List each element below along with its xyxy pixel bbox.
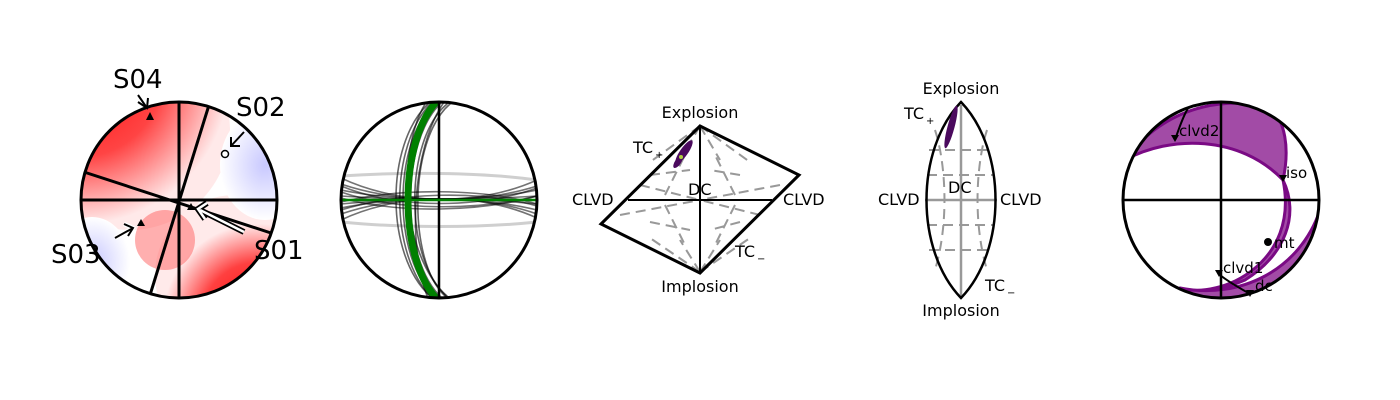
panel2-ensemble bbox=[339, 100, 539, 300]
panel4-lune-plot: Explosion Implosion CLVD CLVD DC TC + TC − bbox=[878, 79, 1042, 320]
marker-mt bbox=[1264, 238, 1272, 246]
station-marker-s04 bbox=[146, 112, 154, 120]
panel3-hudson-plot: Explosion Implosion CLVD CLVD DC TC + TC − bbox=[572, 103, 825, 296]
p3-label-explosion: Explosion bbox=[662, 103, 739, 122]
p4-label-clvd-right: CLVD bbox=[1000, 190, 1042, 209]
p4-label-explosion: Explosion bbox=[923, 79, 1000, 98]
panel5-projection: clvd2 iso mt clvd1 dc bbox=[1121, 100, 1321, 300]
panel1-outline bbox=[79, 100, 279, 300]
arrow-s03-core bbox=[114, 223, 135, 239]
arrow-s04 bbox=[137, 94, 149, 110]
station-label-s03: S03 bbox=[51, 240, 101, 270]
panel2-outline bbox=[339, 100, 539, 300]
panel4-samples bbox=[944, 105, 958, 149]
p5-label-clvd1: clvd1 bbox=[1223, 259, 1263, 277]
p3-label-tcminus: TC − bbox=[734, 242, 765, 265]
station-marker-s03 bbox=[137, 219, 145, 226]
p3-label-clvd-right: CLVD bbox=[783, 190, 825, 209]
p4-label-implosion: Implosion bbox=[922, 301, 999, 320]
station-marker-s01 bbox=[187, 203, 195, 210]
marker-clvd1 bbox=[1215, 270, 1223, 277]
p5-label-clvd2: clvd2 bbox=[1179, 122, 1219, 140]
station-label-s01: S01 bbox=[254, 236, 304, 266]
p5-label-dc: dc bbox=[1255, 277, 1273, 295]
p3-label-tcplus: TC + bbox=[632, 138, 663, 161]
p4-label-tcplus: TC + bbox=[903, 104, 934, 127]
panel5-outline bbox=[1121, 100, 1321, 300]
p5-label-mt: mt bbox=[1274, 234, 1295, 252]
marker-dc bbox=[1246, 290, 1254, 297]
station-label-s04: S04 bbox=[113, 65, 163, 95]
p4-label-clvd-left: CLVD bbox=[878, 190, 920, 209]
p5-label-iso: iso bbox=[1286, 164, 1307, 182]
p3-label-implosion: Implosion bbox=[661, 277, 738, 296]
station-marker-s02 bbox=[220, 149, 230, 159]
panel3-samples bbox=[673, 140, 693, 168]
marker-clvd2 bbox=[1171, 135, 1179, 142]
arrow-s02 bbox=[230, 131, 245, 147]
arrow-s01-core bbox=[196, 201, 245, 234]
marker-iso bbox=[1279, 175, 1287, 182]
p4-label-tcminus: TC − bbox=[984, 276, 1015, 299]
panel1-beachball: S04 S02 S03 S01 bbox=[51, 65, 304, 300]
p3-label-dc: DC bbox=[688, 180, 712, 199]
p4-label-dc: DC bbox=[948, 178, 972, 197]
panel5-region-upper bbox=[1123, 102, 1288, 184]
station-label-s02: S02 bbox=[236, 93, 286, 123]
p3-label-clvd-left: CLVD bbox=[572, 190, 614, 209]
